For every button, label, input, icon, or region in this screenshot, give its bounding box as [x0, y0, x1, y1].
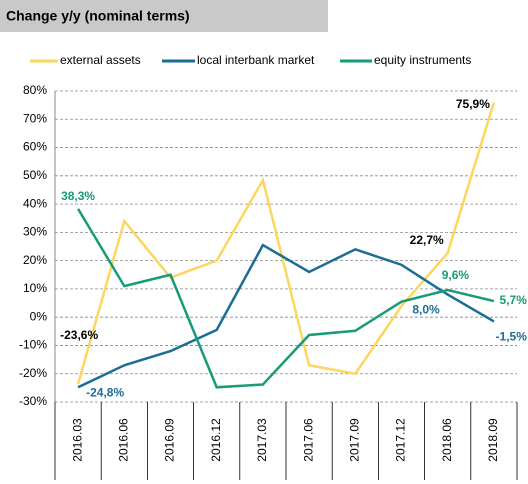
series-line: [77, 243, 495, 389]
y-tick-label: 40%: [23, 196, 47, 210]
x-tick-label: 2018.09: [486, 418, 500, 462]
data-label: 75,9%: [456, 97, 490, 111]
y-tick-label: -20%: [19, 366, 47, 380]
series-line: [77, 208, 495, 389]
y-tick-label: -30%: [19, 394, 47, 408]
data-label: -1,5%: [496, 330, 528, 344]
legend-label: equity instruments: [374, 53, 471, 67]
x-tick-label: 2017.06: [301, 418, 315, 462]
y-tick-label: 70%: [23, 111, 47, 125]
y-tick-label: 20%: [23, 253, 47, 267]
title-bar: [0, 0, 328, 32]
data-label: 38,3%: [61, 189, 95, 203]
y-tick-label: 30%: [23, 225, 47, 239]
data-label: 9,6%: [442, 268, 470, 282]
legend-label: external assets: [60, 53, 141, 67]
y-tick-label: 10%: [23, 281, 47, 295]
x-tick-label: 2016.12: [209, 418, 223, 462]
y-tick-label: 0%: [30, 309, 48, 323]
x-tick-label: 2017.09: [347, 418, 361, 462]
data-label: -23,6%: [60, 328, 98, 342]
x-tick-label: 2016.09: [163, 418, 177, 462]
y-tick-label: -10%: [19, 338, 47, 352]
x-tick-label: 2016.03: [70, 418, 84, 462]
data-label: 22,7%: [410, 233, 444, 247]
x-tick-label: 2018.06: [440, 418, 454, 462]
y-tick-label: 60%: [23, 140, 47, 154]
x-tick-label: 2016.06: [116, 418, 130, 462]
x-tick-label: 2017.12: [394, 418, 408, 462]
chart-title: Change y/y (nominal terms): [6, 8, 190, 24]
data-label: -24,8%: [86, 385, 124, 399]
legend-label: local interbank market: [197, 53, 315, 67]
y-tick-label: 50%: [23, 168, 47, 182]
y-tick-label: 80%: [23, 83, 47, 97]
data-label: 8,0%: [412, 303, 440, 317]
x-tick-label: 2017.03: [255, 418, 269, 462]
data-label: 5,7%: [500, 293, 528, 307]
